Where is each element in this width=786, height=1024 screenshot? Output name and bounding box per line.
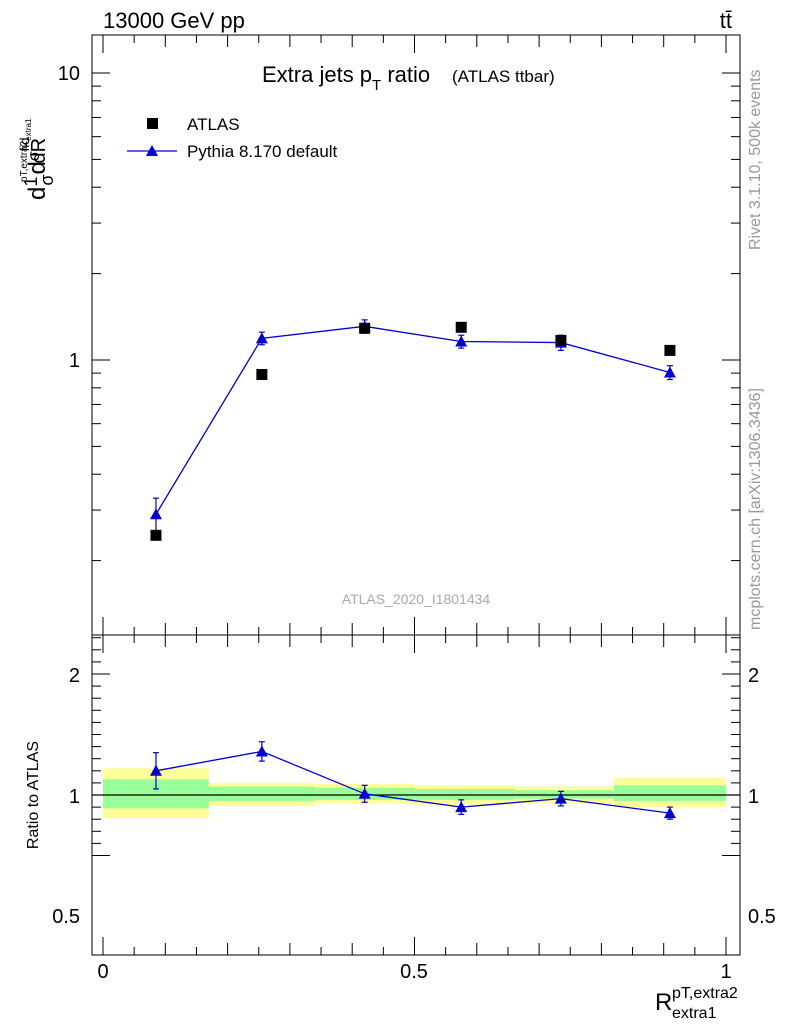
ratio-pythia-point bbox=[554, 792, 567, 804]
pythia-point bbox=[663, 366, 676, 378]
ratio-y-tick-label-2: 2 bbox=[69, 665, 80, 687]
title-small: (ATLAS ttbar) bbox=[452, 67, 555, 86]
ratio-band-inner bbox=[613, 785, 726, 802]
ratio-y-tick-label-right-2: 2 bbox=[748, 665, 759, 687]
main-y-axis-label: d1σdσfiddRpT,extra2extra1 bbox=[17, 118, 57, 200]
y-tick-label-10: 10 bbox=[58, 63, 80, 85]
rivet-label: Rivet 3.1.10, 500k events bbox=[747, 69, 764, 250]
legend: ATLAS Pythia 8.170 default bbox=[127, 115, 338, 161]
legend-atlas-marker bbox=[147, 118, 158, 129]
x-tick-label-0: 0 bbox=[97, 961, 108, 983]
ratio-y-tick-label-0-5: 0.5 bbox=[52, 906, 80, 928]
x-tick-label-0-5: 0.5 bbox=[400, 961, 428, 983]
ratio-pythia-point bbox=[149, 764, 162, 776]
ratio-pythia-point bbox=[358, 787, 371, 799]
y-tick-label-1: 1 bbox=[69, 350, 80, 372]
ratio-pythia-point bbox=[255, 745, 268, 757]
svg-text:Extra jets pT ratio: Extra jets pT ratio bbox=[262, 62, 430, 94]
legend-pythia-label: Pythia 8.170 default bbox=[187, 142, 338, 161]
ratio-y-tick-label-1: 1 bbox=[69, 786, 80, 808]
pythia-point bbox=[149, 508, 162, 520]
ratio-x-tick-labels: 0 0.5 1 bbox=[97, 961, 731, 983]
main-data-layer bbox=[149, 319, 676, 541]
legend-pythia-marker bbox=[146, 145, 158, 156]
ratio-data-layer bbox=[149, 741, 676, 820]
atlas-point bbox=[664, 344, 676, 356]
svg-text:R: R bbox=[655, 989, 672, 1016]
ratio-band-inner bbox=[414, 788, 515, 800]
pythia-point bbox=[255, 332, 268, 344]
process-label: tt̄ bbox=[720, 8, 732, 33]
ratio-pythia-point bbox=[455, 801, 468, 813]
ratio-bands bbox=[92, 768, 740, 818]
x-axis-label: R pT,extra2 extra1 bbox=[655, 985, 738, 1022]
ratio-y-axis-label: Ratio to ATLAS bbox=[25, 741, 42, 849]
mcplots-label: mcplots.cern.ch [arXiv:1306.3436] bbox=[747, 388, 764, 630]
ratio-pythia-point bbox=[663, 807, 676, 819]
svg-text:d1σdσfiddRpT,extra2extra1: d1σdσfiddRpT,extra2extra1 bbox=[17, 118, 57, 200]
atlas-point bbox=[256, 369, 268, 381]
ratio-y-tick-label-right-0-5: 0.5 bbox=[748, 906, 776, 928]
main-axis-ticks bbox=[92, 35, 740, 635]
atlas-point bbox=[455, 321, 467, 333]
ratio-axis-ticks bbox=[92, 635, 740, 955]
legend-atlas-label: ATLAS bbox=[187, 115, 240, 134]
ratio-y-tick-label-right-1: 1 bbox=[748, 786, 759, 808]
svg-text:extra1: extra1 bbox=[672, 1005, 717, 1022]
energy-label: 13000 GeV pp bbox=[103, 8, 245, 33]
ratio-band-inner bbox=[208, 786, 315, 802]
main-y-tick-labels: 1 10 bbox=[58, 63, 80, 372]
atlas-point bbox=[150, 529, 162, 541]
ratio-y-tick-labels: 0.5 1 2 0.5 1 2 bbox=[52, 665, 776, 928]
pythia-point bbox=[455, 335, 468, 347]
ratio-pythia-line bbox=[155, 750, 671, 814]
pythia-line bbox=[155, 325, 671, 515]
chart-title: Extra jets pT ratio (ATLAS ttbar) bbox=[262, 62, 555, 94]
atlas-point bbox=[359, 322, 371, 334]
atlas-point bbox=[555, 334, 567, 346]
x-tick-label-1: 1 bbox=[720, 961, 731, 983]
svg-text:pT,extra2: pT,extra2 bbox=[672, 985, 738, 1002]
ratio-band-inner bbox=[514, 790, 614, 799]
analysis-watermark: ATLAS_2020_I1801434 bbox=[342, 591, 491, 607]
